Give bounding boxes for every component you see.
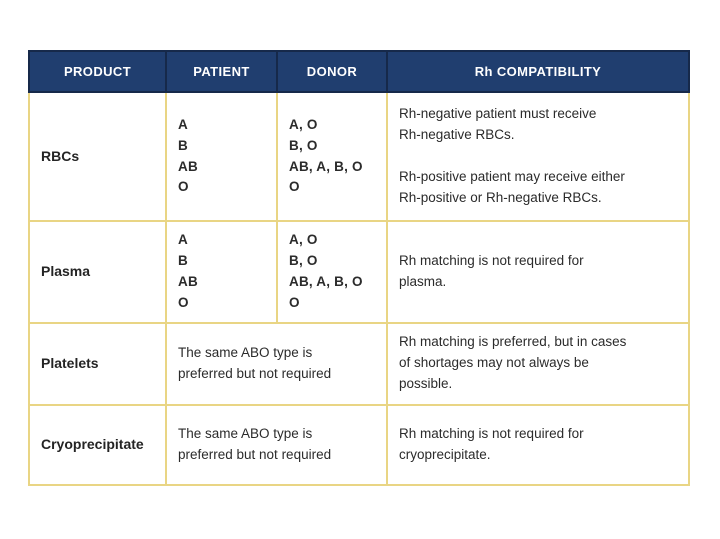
rh-compatibility-note: Rh matching is not required for plasma.: [386, 220, 690, 324]
column-header-patient: PATIENT: [165, 50, 278, 93]
column-header-product: PRODUCT: [28, 50, 167, 93]
column-header-rh-compatibility: Rh COMPATIBILITY: [386, 50, 690, 93]
product-name: RBCs: [28, 91, 167, 222]
table-row-plasma: Plasma A B AB O A, O B, O AB, A, B, O O …: [28, 220, 690, 324]
abo-match-note: The same ABO type is preferred but not r…: [165, 403, 388, 486]
donor-types: A, O B, O AB, A, B, O O: [276, 220, 388, 324]
table-row-cryoprecipitate: Cryoprecipitate The same ABO type is pre…: [28, 403, 690, 486]
donor-types: A, O B, O AB, A, B, O O: [276, 91, 388, 222]
abo-match-note: The same ABO type is preferred but not r…: [165, 321, 388, 406]
product-name: Platelets: [28, 321, 167, 406]
table-row-platelets: Platelets The same ABO type is preferred…: [28, 321, 690, 406]
blood-compatibility-table: PRODUCT PATIENT DONOR Rh COMPATIBILITY R…: [28, 50, 690, 486]
column-header-donor: DONOR: [276, 50, 388, 93]
rh-compatibility-note: Rh matching is not required for cryoprec…: [386, 403, 690, 486]
table-row-rbcs: RBCs A B AB O A, O B, O AB, A, B, O O Rh…: [28, 91, 690, 222]
rh-compatibility-note: Rh-negative patient must receive Rh-nega…: [386, 91, 690, 222]
product-name: Cryoprecipitate: [28, 403, 167, 486]
table-header-row: PRODUCT PATIENT DONOR Rh COMPATIBILITY: [28, 50, 690, 93]
product-name: Plasma: [28, 220, 167, 324]
rh-compatibility-note: Rh matching is preferred, but in cases o…: [386, 321, 690, 406]
patient-types: A B AB O: [165, 91, 278, 222]
patient-types: A B AB O: [165, 220, 278, 324]
